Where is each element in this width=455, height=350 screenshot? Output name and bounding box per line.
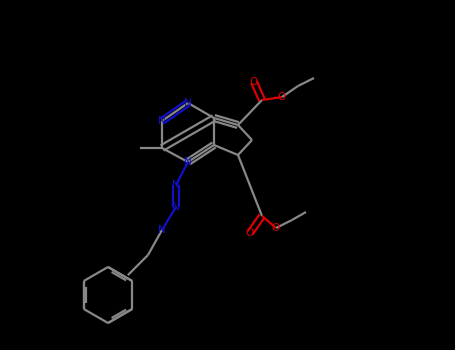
Text: O: O (246, 228, 254, 238)
Text: N: N (184, 157, 192, 167)
Text: N: N (172, 180, 180, 190)
Text: O: O (272, 223, 280, 233)
Text: O: O (250, 77, 258, 87)
Text: N: N (184, 98, 192, 108)
Text: N: N (158, 225, 166, 235)
Text: O: O (278, 92, 286, 102)
Text: N: N (172, 202, 180, 212)
Text: N: N (158, 116, 166, 126)
